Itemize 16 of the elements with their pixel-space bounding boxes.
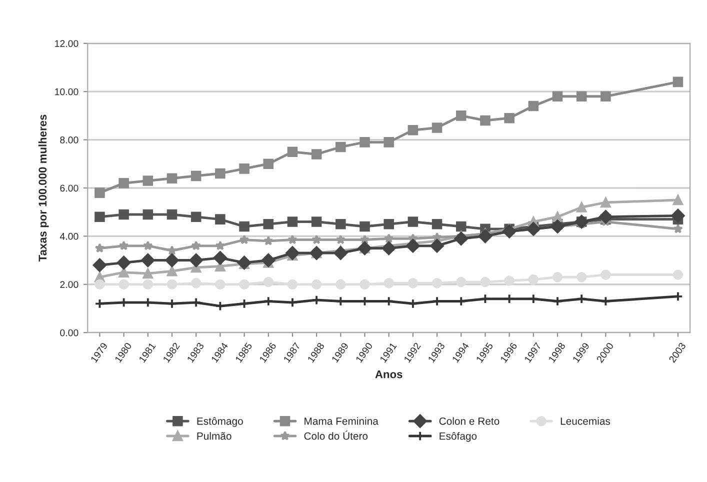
legend-label: Estômago [197, 417, 243, 427]
legend-label: Colo do Útero [304, 430, 368, 440]
legend-label: Colon e Reto [439, 417, 500, 425]
x-axis-title: Anos [375, 370, 402, 378]
y-axis-title: Taxas por 100.000 mulheres [38, 114, 49, 262]
y-tick-label: 2.00 [60, 281, 78, 288]
y-tick-label: 8.00 [60, 136, 78, 144]
y-tick-label: 4.00 [60, 232, 78, 240]
y-tick-label: 0.00 [60, 329, 78, 336]
legend-label: Leucemias [560, 417, 610, 425]
y-tick-label: 6.00 [60, 184, 78, 192]
legend-label: Pulmão [197, 432, 232, 440]
legend-label: Esôfago [440, 432, 477, 442]
y-tick-label: 10.00 [55, 88, 78, 96]
y-tick-label: 12.00 [55, 40, 78, 47]
legend-label: Mama Feminina [304, 417, 378, 425]
